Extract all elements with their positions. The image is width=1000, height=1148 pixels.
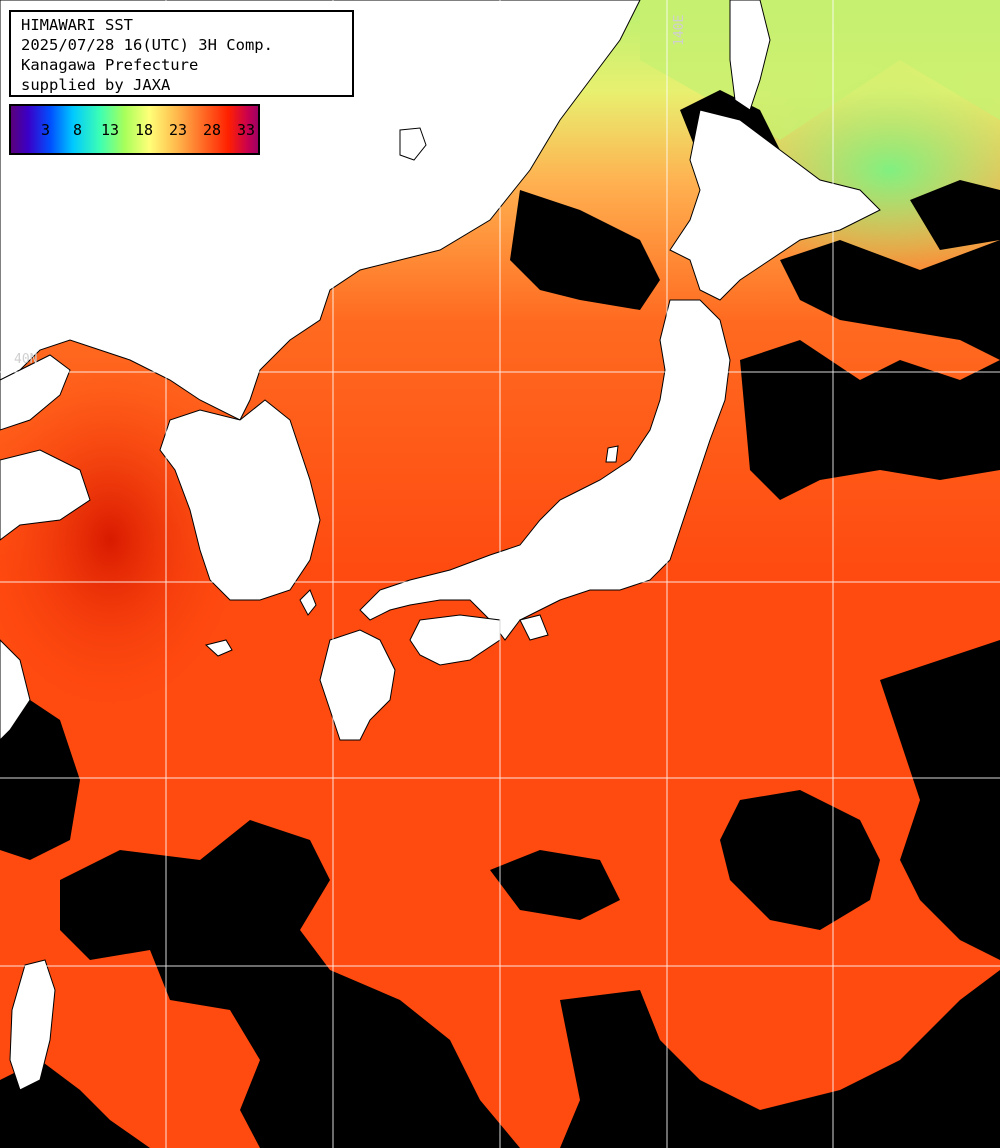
land-korean-peninsula bbox=[159, 399, 321, 601]
land-hokkaido bbox=[669, 109, 881, 301]
title-supplier: supplied by JAXA bbox=[21, 76, 171, 94]
longitude-label: 140E bbox=[672, 14, 687, 46]
land-shandong bbox=[0, 449, 91, 541]
scale-label-28: 28 bbox=[203, 121, 222, 139]
land-honshu bbox=[359, 299, 731, 641]
land-taiwan bbox=[9, 959, 56, 1091]
scale-label-3: 3 bbox=[41, 121, 51, 139]
land-sado bbox=[605, 445, 619, 463]
land-jeju bbox=[204, 639, 233, 657]
scale-label-23: 23 bbox=[169, 121, 188, 139]
scale-label-18: 18 bbox=[135, 121, 154, 139]
land-china-coast-east bbox=[0, 639, 31, 741]
temperature-color-scale: 3 8 13 18 23 28 33 bbox=[9, 104, 260, 155]
latitude-label: 40N bbox=[14, 352, 38, 367]
title-datetime: 2025/07/28 16(UTC) 3H Comp. bbox=[21, 36, 273, 54]
land-kyushu bbox=[319, 629, 396, 741]
land-kii bbox=[519, 614, 549, 641]
title-product: HIMAWARI SST bbox=[21, 16, 133, 34]
land-ulleungdo bbox=[399, 127, 427, 161]
map-title-box: HIMAWARI SST 2025/07/28 16(UTC) 3H Comp.… bbox=[9, 10, 354, 97]
title-region: Kanagawa Prefecture bbox=[21, 56, 199, 74]
land-shikoku bbox=[409, 614, 501, 666]
scale-label-8: 8 bbox=[73, 121, 83, 139]
scale-label-13: 13 bbox=[101, 121, 120, 139]
cloud-cover bbox=[0, 90, 1000, 1148]
land-china-coast-north bbox=[0, 354, 71, 431]
land-tsushima bbox=[299, 589, 317, 616]
scale-label-33: 33 bbox=[237, 121, 256, 139]
land-sakhalin bbox=[729, 0, 771, 111]
